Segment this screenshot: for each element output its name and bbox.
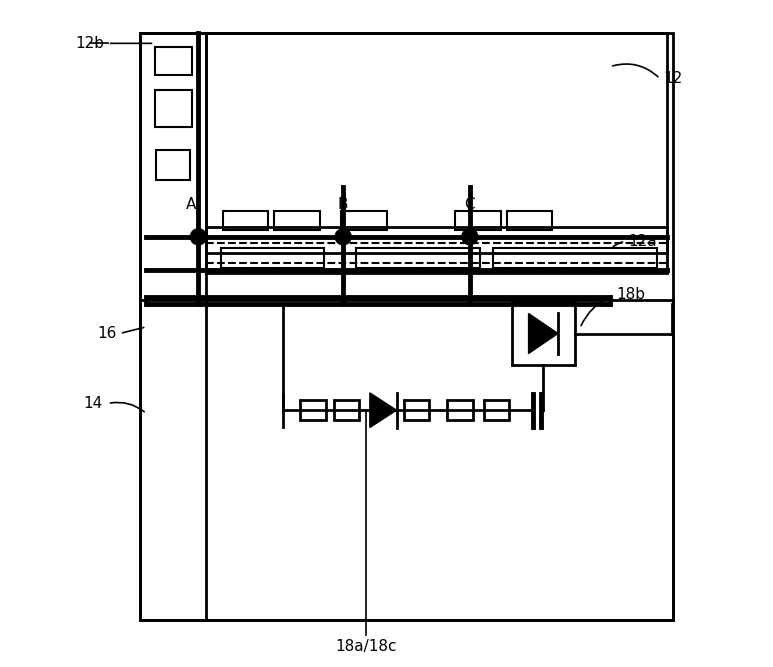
Bar [493, 248, 656, 268]
Bar [223, 211, 268, 230]
Bar [206, 227, 666, 273]
Text: C: C [465, 197, 475, 212]
Bar [140, 33, 206, 620]
Bar [455, 211, 501, 230]
Bar [206, 33, 666, 253]
Bar [356, 248, 480, 268]
Text: 18b: 18b [617, 287, 645, 302]
Bar [274, 211, 320, 230]
Bar [155, 47, 192, 75]
Bar [301, 400, 325, 420]
Bar [334, 400, 359, 420]
Text: B: B [338, 197, 349, 212]
Polygon shape [369, 393, 397, 428]
Circle shape [190, 229, 206, 245]
Bar [140, 33, 673, 620]
Text: 16: 16 [97, 326, 117, 341]
Text: 12: 12 [663, 71, 683, 86]
Bar [221, 248, 325, 268]
Bar [484, 400, 509, 420]
Bar [512, 301, 575, 366]
Text: A: A [186, 197, 196, 212]
Polygon shape [529, 313, 558, 354]
Bar [156, 150, 189, 180]
Bar [448, 400, 472, 420]
Text: 18a/18c: 18a/18c [335, 640, 397, 654]
Bar [404, 400, 429, 420]
Text: 12a: 12a [628, 234, 656, 249]
Bar [155, 90, 192, 127]
Text: 14: 14 [83, 396, 103, 411]
Bar [506, 211, 552, 230]
Bar [146, 297, 610, 304]
Circle shape [462, 229, 478, 245]
Circle shape [335, 229, 351, 245]
Bar [341, 211, 386, 230]
Text: 12b: 12b [75, 36, 104, 51]
Bar [140, 300, 673, 620]
